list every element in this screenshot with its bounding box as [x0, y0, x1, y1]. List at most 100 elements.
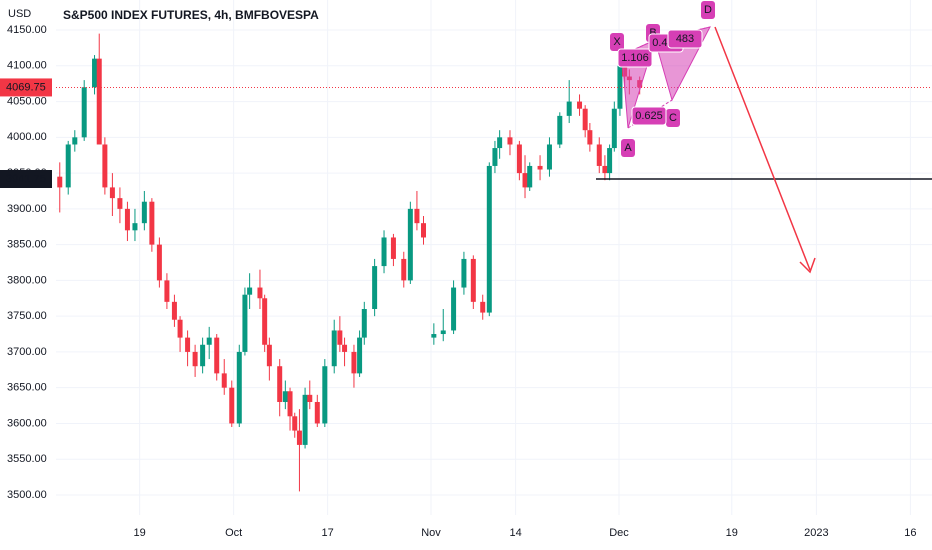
candle-body	[109, 187, 115, 199]
candle-body	[314, 401, 320, 424]
candle-body	[171, 301, 177, 320]
candle-body	[527, 165, 533, 188]
y-tick-label: 3750.00	[7, 310, 47, 322]
candle-body	[96, 58, 102, 145]
candle-body	[331, 330, 337, 367]
candle-body	[322, 366, 328, 424]
candle-body	[566, 101, 572, 116]
candle-body	[480, 301, 486, 313]
x-tick-label: 19	[134, 527, 146, 539]
candle-body	[617, 65, 623, 109]
candle-body	[451, 287, 457, 331]
y-tick-label: 3550.00	[7, 453, 47, 465]
grid	[56, 0, 932, 515]
candle-body	[72, 137, 78, 145]
candle-body	[156, 244, 162, 281]
candle-body	[117, 198, 123, 209]
pattern-point-tag	[610, 33, 624, 51]
projection-arrow	[714, 26, 811, 271]
candle-body	[372, 266, 378, 309]
y-tick-label: 4100.00	[7, 60, 47, 72]
candle-body	[381, 237, 387, 267]
candle-body	[407, 208, 413, 281]
candle-body	[507, 137, 513, 145]
candle-body	[431, 334, 437, 338]
pattern-point-label: C	[669, 112, 677, 124]
x-tick-label: Oct	[225, 527, 242, 539]
y-tick-label: 3800.00	[7, 274, 47, 286]
candle-body	[492, 148, 498, 166]
labels: 3500.00 3550.00 3600.00 3650.00 3700.00 3750.…	[0, 1, 917, 539]
candle-body	[229, 387, 235, 424]
y-tick-label: 4000.00	[7, 131, 47, 143]
candle-body	[587, 130, 593, 145]
candle-body	[516, 144, 522, 174]
candle-body	[206, 337, 212, 345]
candle-body	[361, 309, 367, 338]
candle-body	[185, 337, 191, 352]
y-tick-label: 3850.00	[7, 239, 47, 251]
candle-body	[277, 366, 283, 402]
x-tick-label: 19	[726, 527, 738, 539]
projection-arrowhead	[799, 257, 816, 274]
pattern-ratio-label: 0.625	[635, 110, 663, 122]
chart-title: S&P500 INDEX FUTURES, 4h, BMFBOVESPA	[63, 8, 319, 22]
candle-body	[257, 287, 263, 299]
y-tick-label: 3700.00	[7, 346, 47, 358]
candle-body	[470, 258, 476, 302]
currency-label: USD	[8, 8, 31, 20]
pattern-point-label: D	[704, 4, 712, 16]
candle-body	[557, 115, 563, 145]
candle-body	[200, 344, 206, 367]
candle-body	[81, 87, 87, 138]
price-tag	[0, 169, 52, 188]
x-tick-label: Dec	[609, 527, 629, 539]
candle-body	[177, 319, 183, 338]
y-tick-label: 3900.00	[7, 203, 47, 215]
candle-body	[242, 294, 248, 352]
candle-body	[292, 416, 298, 431]
candle-body	[607, 148, 613, 174]
candle-body	[236, 351, 242, 424]
price-tag-label: 3941.75	[6, 173, 46, 185]
x-tick-label: 2023	[804, 527, 828, 539]
candle-body	[342, 344, 348, 352]
y-tick-label: 4050.00	[7, 95, 47, 107]
y-tick-label: 4150.00	[7, 24, 47, 36]
pattern-ratio-tag	[617, 48, 653, 68]
candle-body	[401, 258, 407, 281]
candle-body	[214, 337, 220, 374]
candle-body	[577, 101, 583, 109]
candle-body	[149, 201, 155, 245]
pattern-ratio-tag	[631, 106, 667, 126]
candle-body	[164, 280, 170, 302]
candle-body	[141, 201, 147, 224]
candle-body	[611, 108, 617, 149]
pattern-point-tag	[621, 139, 635, 157]
pattern-ratio-label: 1.106	[621, 52, 649, 64]
candle-body	[266, 344, 272, 367]
candle-body	[287, 391, 293, 417]
candle-body	[546, 144, 552, 170]
candle-body	[282, 391, 288, 402]
candle-body	[351, 351, 357, 374]
candle-body	[461, 258, 467, 288]
x-tick-label: Nov	[421, 527, 441, 539]
x-tick-label: 16	[904, 527, 916, 539]
pattern-ratio-tag	[667, 29, 703, 49]
candle-body	[57, 176, 63, 188]
pattern-point-tag	[701, 1, 715, 19]
x-tick-label: 17	[322, 527, 334, 539]
price-tag	[0, 78, 52, 97]
candle-body	[247, 287, 253, 295]
candle-body	[522, 173, 528, 188]
candle-body	[421, 223, 427, 238]
candle-body	[357, 337, 363, 374]
pattern-line	[654, 26, 711, 41]
y-tick-label: 3600.00	[7, 417, 47, 429]
candles	[56, 33, 932, 492]
candle-body	[486, 165, 492, 313]
candle-body	[302, 394, 308, 445]
candle-body	[124, 208, 130, 231]
